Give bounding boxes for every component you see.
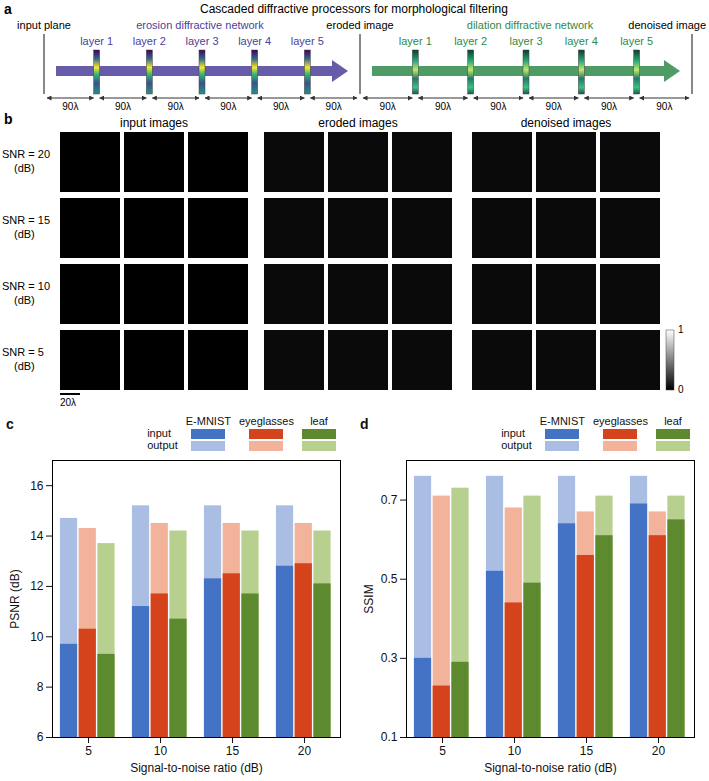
svg-text:SNR = 10: SNR = 10	[2, 280, 50, 292]
svg-text:a: a	[4, 1, 12, 17]
svg-text:14: 14	[30, 529, 44, 543]
svg-text:10: 10	[154, 744, 168, 758]
svg-text:eroded image: eroded image	[326, 19, 393, 31]
svg-text:layer 2: layer 2	[133, 35, 166, 47]
svg-text:90λ: 90λ	[546, 101, 562, 112]
svg-text:90λ: 90λ	[380, 101, 396, 112]
svg-text:20: 20	[298, 744, 312, 758]
svg-text:16: 16	[30, 479, 44, 493]
svg-text:90λ: 90λ	[435, 101, 451, 112]
svg-text:90λ: 90λ	[220, 101, 236, 112]
svg-text:5: 5	[439, 744, 446, 758]
svg-text:15: 15	[580, 744, 594, 758]
svg-text:90λ: 90λ	[326, 101, 342, 112]
svg-text:90λ: 90λ	[656, 101, 672, 112]
svg-text:Signal-to-noise ratio (dB): Signal-to-noise ratio (dB)	[130, 761, 263, 775]
svg-text:layer 4: layer 4	[238, 35, 271, 47]
svg-text:Cascaded diffractive processor: Cascaded diffractive processors for morp…	[200, 2, 508, 16]
svg-text:erosion diffractive network: erosion diffractive network	[136, 19, 264, 31]
svg-text:90λ: 90λ	[168, 101, 184, 112]
svg-text:12: 12	[30, 579, 44, 593]
html-text:leaf: leaf	[310, 415, 328, 427]
svg-text:denoised image: denoised image	[628, 19, 706, 31]
svg-text:SNR = 20: SNR = 20	[2, 148, 50, 160]
svg-text:layer 1: layer 1	[80, 35, 113, 47]
svg-text:SSIM: SSIM	[362, 584, 376, 613]
svg-text:20: 20	[652, 744, 666, 758]
svg-text:6: 6	[37, 730, 44, 744]
svg-text:90λ: 90λ	[115, 101, 131, 112]
svg-text:layer 5: layer 5	[620, 35, 653, 47]
svg-text:layer 3: layer 3	[509, 35, 542, 47]
html-text:eyeglasses: eyeglasses	[593, 415, 648, 427]
html-text:input: input	[501, 427, 525, 439]
svg-text:0: 0	[678, 384, 684, 395]
svg-text:(dB): (dB)	[14, 294, 35, 306]
svg-text:input images: input images	[120, 116, 188, 130]
svg-text:20λ: 20λ	[60, 397, 76, 408]
svg-text:PSNR (dB): PSNR (dB)	[8, 569, 22, 628]
svg-text:layer 3: layer 3	[185, 35, 218, 47]
svg-text:denoised images: denoised images	[521, 116, 612, 130]
html-text:output: output	[147, 439, 178, 452]
html-text:output: output	[501, 439, 532, 452]
svg-text:input plane: input plane	[17, 19, 71, 31]
html-text:c: c	[6, 416, 14, 432]
svg-text:layer 5: layer 5	[291, 35, 324, 47]
svg-text:dilation diffractive network: dilation diffractive network	[467, 19, 594, 31]
svg-text:0.5: 0.5	[381, 572, 398, 586]
svg-text:0.3: 0.3	[381, 651, 398, 665]
svg-text:10: 10	[30, 630, 44, 644]
svg-text:layer 4: layer 4	[565, 35, 598, 47]
svg-text:Signal-to-noise ratio (dB): Signal-to-noise ratio (dB)	[484, 761, 617, 775]
svg-text:90λ: 90λ	[62, 101, 78, 112]
svg-text:(dB): (dB)	[14, 228, 35, 240]
svg-text:0.7: 0.7	[381, 493, 398, 507]
svg-text:layer 1: layer 1	[399, 35, 432, 47]
html-text:d: d	[360, 416, 369, 432]
svg-text:90λ: 90λ	[601, 101, 617, 112]
svg-text:layer 2: layer 2	[454, 35, 487, 47]
html-text:E-MNIST: E-MNIST	[185, 415, 231, 427]
html-text:input: input	[147, 427, 171, 439]
svg-text:(dB): (dB)	[14, 162, 35, 174]
svg-text:eroded images: eroded images	[318, 116, 397, 130]
html-text:E-MNIST: E-MNIST	[539, 415, 585, 427]
svg-text:90λ: 90λ	[490, 101, 506, 112]
svg-text:1: 1	[678, 324, 684, 335]
svg-text:SNR = 5: SNR = 5	[2, 346, 44, 358]
svg-text:5: 5	[85, 744, 92, 758]
svg-text:10: 10	[508, 744, 522, 758]
svg-text:15: 15	[226, 744, 240, 758]
svg-text:8: 8	[37, 680, 44, 694]
svg-text:(dB): (dB)	[14, 360, 35, 372]
html-text:eyeglasses: eyeglasses	[239, 415, 294, 427]
html-text:leaf: leaf	[664, 415, 682, 427]
svg-text:b: b	[4, 111, 13, 127]
svg-text:0.1: 0.1	[381, 730, 398, 744]
svg-text:SNR = 15: SNR = 15	[2, 214, 50, 226]
svg-text:90λ: 90λ	[273, 101, 289, 112]
